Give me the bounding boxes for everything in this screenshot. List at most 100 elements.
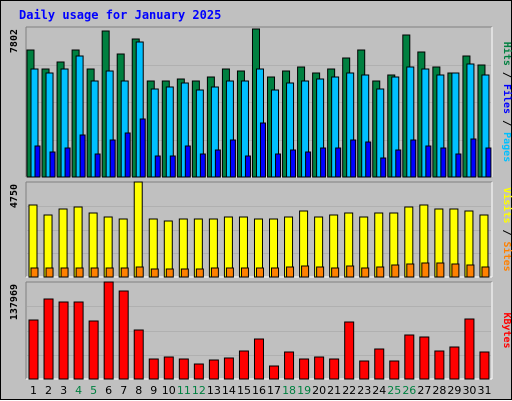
pages-bar-day-17 (275, 153, 282, 178)
kbytes-bar-day-17 (269, 365, 280, 380)
x-tick-label-day-15: 15 (237, 384, 251, 397)
x-tick-label-day-26: 26 (402, 384, 416, 397)
sites-bar-day-6 (105, 267, 114, 278)
kbytes-bar-day-11 (178, 358, 189, 380)
x-tick-label-day-17: 17 (267, 384, 281, 397)
x-tick-label-day-5: 5 (90, 384, 97, 397)
pages-bar-day-2 (49, 151, 56, 178)
kbytes-bar-day-7 (118, 290, 129, 380)
kbytes-bar-day-31 (479, 351, 490, 380)
kbytes-bar-day-1 (28, 319, 39, 380)
kbytes-bar-day-29 (449, 346, 460, 380)
x-tick-label-day-13: 13 (207, 384, 221, 397)
kbytes-bar-day-30 (464, 318, 475, 380)
sites-bar-day-7 (120, 267, 129, 278)
x-tick-label-day-30: 30 (462, 384, 476, 397)
pages-bar-day-9 (154, 155, 161, 178)
kbytes-bar-day-5 (88, 320, 99, 380)
sites-bar-day-13 (210, 267, 219, 278)
sites-bar-day-27 (421, 262, 430, 278)
pages-bar-day-1 (34, 145, 41, 178)
pages-bar-day-30 (470, 138, 477, 178)
kbytes-bar-day-8 (133, 329, 144, 380)
x-tick-label-day-11: 11 (177, 384, 191, 397)
x-tick-label-day-23: 23 (357, 384, 371, 397)
visits-bar-day-8 (133, 181, 143, 278)
x-tick-label-day-22: 22 (342, 384, 356, 397)
sites-bar-day-8 (135, 266, 144, 278)
kbytes-bar-day-3 (58, 301, 69, 380)
kbytes-bar-day-9 (148, 358, 159, 380)
kbytes-bar-day-4 (73, 301, 84, 380)
sites-bar-day-3 (60, 267, 69, 278)
kbytes-panel-ymax-label: 137969 (9, 284, 20, 320)
sites-panel-axis-label-part-0: Visits (501, 187, 512, 223)
kbytes-bar-day-18 (284, 351, 295, 380)
hits-panel-axis-label-part-2: Files (501, 84, 512, 114)
x-tick-label-day-19: 19 (297, 384, 311, 397)
pages-bar-day-7 (124, 132, 131, 178)
sites-panel-axis-label-part-2: Sites (501, 242, 512, 272)
x-tick-label-day-16: 16 (252, 384, 266, 397)
sites-bar-day-22 (346, 265, 355, 278)
x-tick-label-day-24: 24 (372, 384, 386, 397)
visits-bar-day-11 (178, 218, 188, 278)
sites-panel-ymax-label: 4750 (9, 184, 20, 208)
kbytes-bar-day-20 (314, 356, 325, 380)
kbytes-bar-day-24 (374, 348, 385, 380)
pages-bar-day-28 (440, 147, 447, 178)
pages-bar-day-11 (184, 145, 191, 178)
sites-bar-day-9 (150, 268, 159, 278)
hits-panel-ymax-label: 7802 (9, 29, 20, 53)
hits-panel-axis-label-part-4: Pages (501, 132, 512, 162)
x-tick-label-day-1: 1 (30, 384, 37, 397)
hits-panel-axis-label-part-0: Hits (501, 42, 512, 66)
visits-bar-day-5 (88, 212, 98, 278)
sites-panel-axis-label-part-1: / (501, 223, 512, 241)
x-tick-label-day-27: 27 (417, 384, 431, 397)
x-tick-label-day-6: 6 (105, 384, 112, 397)
kbytes-bar-day-12 (193, 363, 204, 380)
sites-bar-day-10 (165, 268, 174, 278)
kbytes-bar-day-15 (238, 350, 249, 380)
pages-bar-day-5 (94, 153, 101, 178)
visits-bar-day-3 (58, 208, 68, 278)
sites-bar-day-12 (195, 268, 204, 278)
kbytes-bar-day-28 (434, 350, 445, 380)
x-tick-label-day-25: 25 (387, 384, 401, 397)
sites-panel-axis-label: Visits / Sites (501, 187, 512, 271)
sites-bar-day-30 (466, 264, 475, 278)
x-tick-label-day-21: 21 (327, 384, 341, 397)
x-tick-label-day-20: 20 (312, 384, 326, 397)
sites-bar-day-4 (75, 267, 84, 278)
pages-bar-day-31 (485, 147, 492, 178)
kbytes-bar-day-26 (404, 334, 415, 380)
pages-bar-day-25 (395, 149, 402, 178)
pages-bar-day-14 (229, 139, 236, 178)
sites-bar-day-19 (301, 265, 310, 278)
hits-panel-axis-label-part-1: / (501, 66, 512, 84)
sites-bar-day-21 (331, 267, 340, 278)
kbytes-bar-day-27 (419, 336, 430, 380)
sites-bar-day-25 (391, 264, 400, 278)
x-tick-label-day-31: 31 (477, 384, 491, 397)
sites-bar-day-2 (45, 267, 54, 278)
kbytes-bar-day-19 (299, 358, 310, 380)
pages-bar-day-4 (79, 134, 86, 178)
kbytes-bar-day-14 (223, 357, 234, 380)
x-tick-label-day-7: 7 (120, 384, 127, 397)
pages-bar-day-29 (455, 153, 462, 178)
hits-panel-axis-label: Hits / Files / Pages (501, 42, 512, 162)
kbytes-bar-day-25 (389, 360, 400, 380)
kbytes-panel-axis-label-part-0: KBytes (501, 312, 512, 348)
sites-bar-day-20 (316, 266, 325, 278)
pages-bar-day-3 (64, 147, 71, 178)
pages-bar-day-12 (199, 153, 206, 178)
kbytes-bar-day-13 (208, 359, 219, 380)
pages-bar-day-26 (410, 139, 417, 178)
sites-bar-day-1 (30, 267, 39, 278)
pages-bar-day-10 (169, 155, 176, 178)
visits-bar-day-9 (148, 218, 158, 278)
kbytes-bar-day-16 (253, 338, 264, 380)
